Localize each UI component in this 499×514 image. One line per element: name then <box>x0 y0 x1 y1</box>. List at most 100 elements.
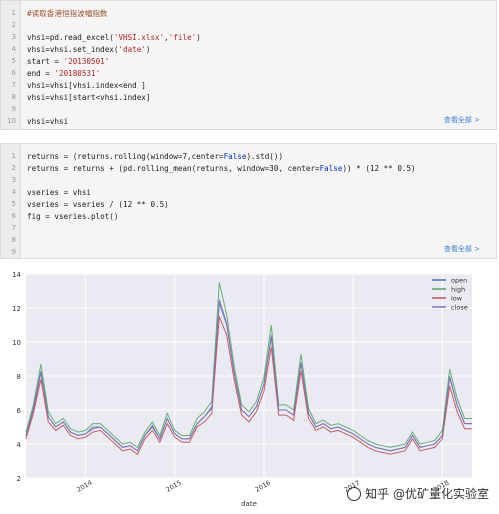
code-line: 2 returns = returns + (pd.rolling_mean(re… <box>1 162 416 174</box>
vhsi-chart: 2 4 6 8 10 12 14 2014 2015 2016 2017 2018 date open hi… <box>0 266 499 510</box>
code-line: 4 vseries = vhsi <box>1 186 91 198</box>
code-line: 5 vseries = vseries / (12 ** 0.5) <box>1 198 169 210</box>
legend-label: low <box>451 295 463 303</box>
line-number: 2 <box>11 21 16 29</box>
code-line: 3 vhsi=pd.read_excel('VHSI.xlsx','file') <box>1 31 201 43</box>
code-text: vseries = vhsi <box>27 188 91 197</box>
code-token: end = <box>27 68 55 78</box>
view-all-link[interactable]: 查看全部 > <box>443 116 480 124</box>
view-all-link[interactable]: 查看全部 > <box>443 245 480 253</box>
code-token: vseries = vhsi <box>27 187 92 197</box>
code-line: 6 end = '20180531' <box>1 67 101 79</box>
code-line: 3 <box>1 174 27 186</box>
code-line: 1 #读取香港恒指波幅指数 <box>1 7 108 19</box>
code-cell-2[interactable]: 1 returns = (returns.rolling(window=7,cen… <box>0 143 497 259</box>
line-number: 2 <box>11 164 16 172</box>
line-number: 5 <box>11 57 16 65</box>
code-line: 9 <box>1 246 27 258</box>
line-number: 4 <box>11 45 16 53</box>
line-number: 6 <box>11 212 16 220</box>
code-line: 2 <box>1 19 27 31</box>
code-text: returns = returns + (pd.rolling_mean(ret… <box>27 164 416 173</box>
code-token: fig = vseries.plot() <box>27 211 119 221</box>
code-token: 'file' <box>168 32 197 42</box>
line-number: 9 <box>11 105 16 113</box>
watermark: 知乎 @优矿量化实验室 <box>347 485 489 502</box>
y-tick-label: 12 <box>12 305 21 313</box>
code-line: 1 returns = (returns.rolling(window=7,cen… <box>1 150 284 162</box>
watermark-text: 知乎 @优矿量化实验室 <box>365 487 489 501</box>
line-number: 1 <box>11 152 16 160</box>
line-number: 5 <box>11 200 16 208</box>
code-text: vhsi=vhsi.set_index('date') <box>27 45 150 54</box>
line-number: 6 <box>11 69 16 77</box>
code-line: 4 vhsi=vhsi.set_index('date') <box>1 43 151 55</box>
code-token: ) <box>196 32 201 42</box>
code-token: vseries = vseries / (12 ** 0.5) <box>27 199 169 209</box>
code-line: 5 start = '20130501' <box>1 55 110 67</box>
code-token: '20130501' <box>63 56 110 66</box>
code-text: #读取香港恒指波幅指数 <box>27 8 108 19</box>
code-text: fig = vseries.plot() <box>27 212 118 221</box>
line-number: 9 <box>11 248 16 256</box>
code-token: False <box>319 163 343 173</box>
y-tick-label: 4 <box>17 441 22 449</box>
code-token: 'VHSI.xlsx' <box>113 32 165 42</box>
code-token: returns = (returns.rolling(window=7,cent… <box>27 151 224 161</box>
line-number: 7 <box>11 224 16 232</box>
line-number: 10 <box>7 117 16 125</box>
code-line: 7 <box>1 222 27 234</box>
x-tick-label: 2015 <box>165 479 183 494</box>
code-token: , <box>164 32 169 42</box>
code-token: )) * (12 ** 0.5) <box>342 163 416 173</box>
y-tick-label: 8 <box>17 373 21 381</box>
y-tick-label: 10 <box>12 339 21 347</box>
code-line: 7 vhsi=vhsi[vhsi.index<end ] <box>1 79 146 91</box>
code-text: returns = (returns.rolling(window=7,cent… <box>27 152 283 161</box>
legend-label: close <box>451 304 468 312</box>
line-number: 8 <box>11 93 16 101</box>
code-line: 9 <box>1 103 27 115</box>
legend-label: high <box>451 286 465 294</box>
code-token: vhsi=vhsi[start<vhsi.index] <box>27 92 151 102</box>
line-number: 7 <box>11 81 16 89</box>
y-tick-label: 14 <box>12 271 21 279</box>
code-text: vseries = vseries / (12 ** 0.5) <box>27 200 169 209</box>
y-tick-label: 6 <box>17 407 22 415</box>
series-line-high <box>25 282 472 449</box>
line-number: 3 <box>11 33 16 41</box>
code-line: 6 fig = vseries.plot() <box>1 210 119 222</box>
legend-label: open <box>451 277 467 285</box>
y-tick-label: 2 <box>17 475 21 483</box>
code-line: 10 vhsi=vhsi <box>1 115 68 127</box>
code-text: vhsi=vhsi[vhsi.index<end ] <box>27 81 146 90</box>
code-text: vhsi=vhsi <box>27 117 68 126</box>
x-tick-label: 2016 <box>254 479 272 494</box>
code-token: ) <box>145 44 151 54</box>
code-text: start = '20130501' <box>27 57 109 66</box>
code-text: vhsi=pd.read_excel('VHSI.xlsx','file') <box>27 33 201 42</box>
code-cell-1[interactable]: 1 #读取香港恒指波幅指数 2 3 vhsi=pd.read_excel('VHSI.x… <box>0 0 497 130</box>
x-tick-label: 2014 <box>75 479 93 494</box>
code-token: vhsi=vhsi <box>27 116 69 126</box>
code-token: 'date' <box>118 44 146 54</box>
line-number-gutter <box>1 144 21 258</box>
code-token: vhsi=vhsi[vhsi.index<end ] <box>27 80 146 90</box>
line-number: 8 <box>11 236 16 244</box>
code-token: vhsi=vhsi.set_index( <box>27 44 119 54</box>
code-text: end = '20180531' <box>27 69 100 78</box>
line-number: 1 <box>11 9 16 17</box>
line-number: 4 <box>11 188 16 196</box>
code-text: vhsi=vhsi[start<vhsi.index] <box>27 93 150 102</box>
series-line-low <box>25 316 472 455</box>
code-token: returns = returns + (pd.rolling_mean(ret… <box>27 163 320 173</box>
line-number-gutter <box>1 1 21 129</box>
code-token: False <box>223 151 247 161</box>
zhihu-logo-icon <box>347 486 362 501</box>
line-number: 3 <box>11 176 16 184</box>
code-line: 8 <box>1 234 27 246</box>
series-line-close <box>25 299 472 452</box>
x-axis-label: date <box>241 500 257 508</box>
code-token: vhsi=pd.read_excel( <box>27 32 114 42</box>
